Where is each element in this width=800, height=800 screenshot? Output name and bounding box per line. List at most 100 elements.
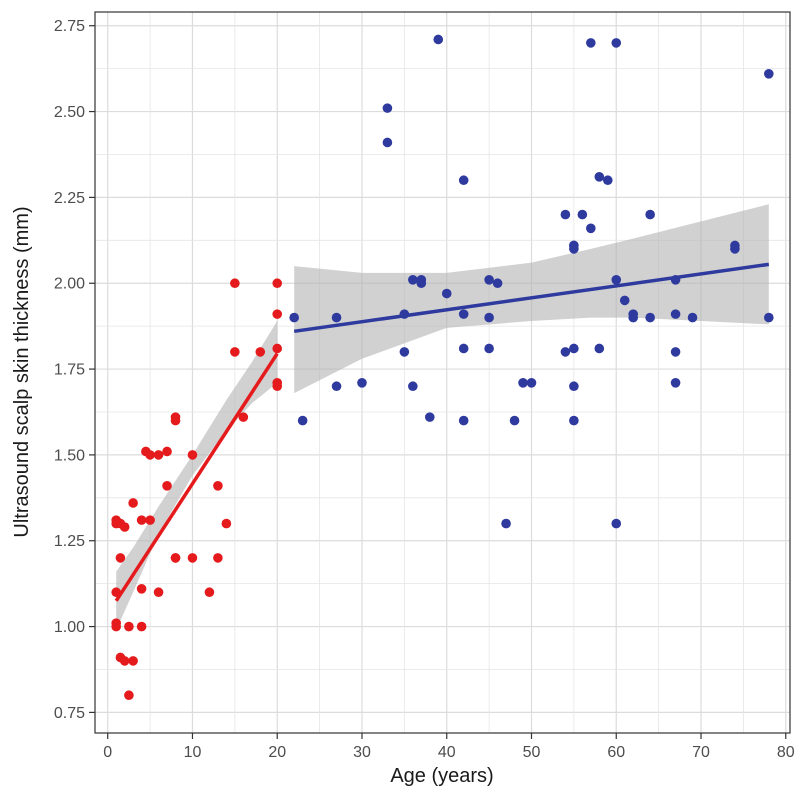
data-point-blue (628, 309, 639, 319)
data-point-blue (764, 312, 774, 323)
data-point-blue (586, 223, 596, 234)
data-point-blue (645, 312, 655, 323)
data-point-blue (484, 275, 494, 285)
data-point-blue (399, 309, 410, 319)
data-point-blue (399, 347, 410, 357)
x-tick-label: 70 (692, 744, 710, 761)
data-point-red (272, 343, 283, 354)
data-point-blue (611, 518, 622, 529)
data-point-blue (357, 378, 367, 388)
data-point-red (213, 481, 223, 491)
data-point-red (162, 446, 172, 457)
data-point-blue (484, 343, 494, 354)
y-tick-label: 2.00 (54, 276, 85, 293)
y-tick-label: 2.75 (54, 18, 85, 35)
data-point-red (145, 515, 155, 525)
data-point-blue (764, 69, 774, 79)
data-point-red (162, 481, 172, 491)
data-point-red (136, 621, 147, 632)
data-point-blue (458, 343, 469, 354)
data-point-blue (518, 378, 528, 388)
data-point-red (213, 553, 223, 563)
data-point-red (230, 278, 240, 289)
data-point-red (124, 621, 134, 632)
data-point-blue (569, 343, 579, 354)
data-point-red (255, 347, 266, 357)
data-point-blue (492, 278, 503, 289)
data-point-blue (730, 240, 740, 251)
y-tick-label: 1.00 (54, 619, 85, 636)
data-point-blue (560, 347, 571, 357)
confidence-ribbon-red (116, 321, 278, 630)
data-point-blue (611, 275, 622, 285)
major-gridlines (95, 12, 790, 733)
x-tick-label: 80 (777, 744, 795, 761)
data-point-blue (408, 275, 418, 285)
data-point-blue (594, 172, 605, 182)
data-point-red (230, 347, 240, 357)
data-point-blue (670, 275, 681, 285)
y-tick-label: 1.50 (54, 447, 85, 464)
data-point-blue (331, 312, 342, 323)
data-point-red (221, 518, 232, 529)
regression-line-red (114, 352, 279, 602)
data-point-blue (569, 381, 579, 392)
data-point-red (119, 656, 130, 666)
data-point-blue (670, 347, 681, 357)
data-point-blue (670, 378, 681, 388)
data-point-red (272, 278, 283, 289)
data-point-blue (408, 381, 418, 392)
x-tick-label: 20 (268, 744, 286, 761)
data-point-red (111, 618, 121, 628)
data-point-red (128, 498, 138, 508)
data-point-red (115, 553, 126, 563)
data-point-red (187, 450, 198, 460)
data-point-blue (501, 518, 511, 529)
data-point-blue (458, 309, 469, 319)
regression-line-blue (293, 262, 770, 334)
data-point-red (170, 553, 181, 563)
data-point-blue (586, 38, 596, 48)
data-point-red (272, 381, 283, 392)
data-point-blue (289, 312, 299, 323)
data-point-red (128, 656, 138, 666)
data-point-blue (331, 381, 342, 392)
data-point-blue (687, 312, 698, 323)
x-tick-label: 40 (438, 744, 456, 761)
data-point-red (124, 690, 134, 701)
data-point-red (170, 415, 181, 426)
data-point-blue (569, 415, 579, 426)
data-point-blue (484, 312, 494, 323)
y-tick-label: 2.25 (54, 190, 85, 207)
data-point-blue (416, 275, 427, 285)
y-axis-title: Ultrasound scalp skin thickness (mm) (11, 206, 33, 537)
regression-lines (114, 262, 770, 602)
y-tick-label: 0.75 (54, 705, 85, 722)
data-point-blue (577, 209, 588, 220)
data-point-blue (645, 209, 655, 220)
data-point-blue (569, 240, 579, 251)
data-point-red (145, 450, 155, 460)
x-axis: 0 10 20 30 40 50 60 70 80 (103, 733, 795, 761)
data-point-red (111, 587, 121, 598)
data-point-blue (594, 343, 605, 354)
y-tick-label: 1.75 (54, 362, 85, 379)
data-point-red (272, 309, 283, 319)
data-point-red (187, 553, 198, 563)
data-point-blue (382, 137, 393, 148)
data-point-blue (441, 288, 452, 299)
data-point-blue (602, 175, 613, 186)
data-point-blue (382, 103, 393, 113)
data-point-blue (433, 34, 444, 45)
data-point-red (153, 450, 164, 460)
data-point-blue (560, 209, 571, 220)
x-tick-label: 30 (353, 744, 371, 761)
data-point-red (136, 515, 147, 525)
y-tick-label: 1.25 (54, 533, 85, 550)
data-point-red (136, 584, 147, 594)
data-point-red (204, 587, 215, 598)
data-point-blue (458, 175, 469, 186)
data-point-blue (611, 38, 622, 48)
